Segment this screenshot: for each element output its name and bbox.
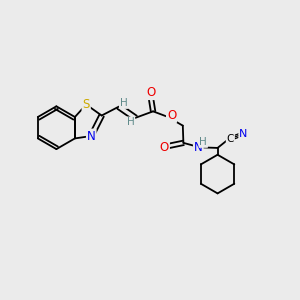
- Text: O: O: [146, 86, 155, 99]
- Text: H: H: [200, 137, 207, 147]
- Text: N: N: [87, 130, 96, 142]
- Text: N: N: [239, 129, 248, 139]
- Text: N: N: [194, 140, 203, 154]
- Text: O: O: [167, 109, 176, 122]
- Text: H: H: [127, 117, 134, 128]
- Text: H: H: [120, 98, 128, 108]
- Text: C: C: [227, 134, 234, 144]
- Text: S: S: [82, 98, 90, 111]
- Text: O: O: [160, 140, 169, 154]
